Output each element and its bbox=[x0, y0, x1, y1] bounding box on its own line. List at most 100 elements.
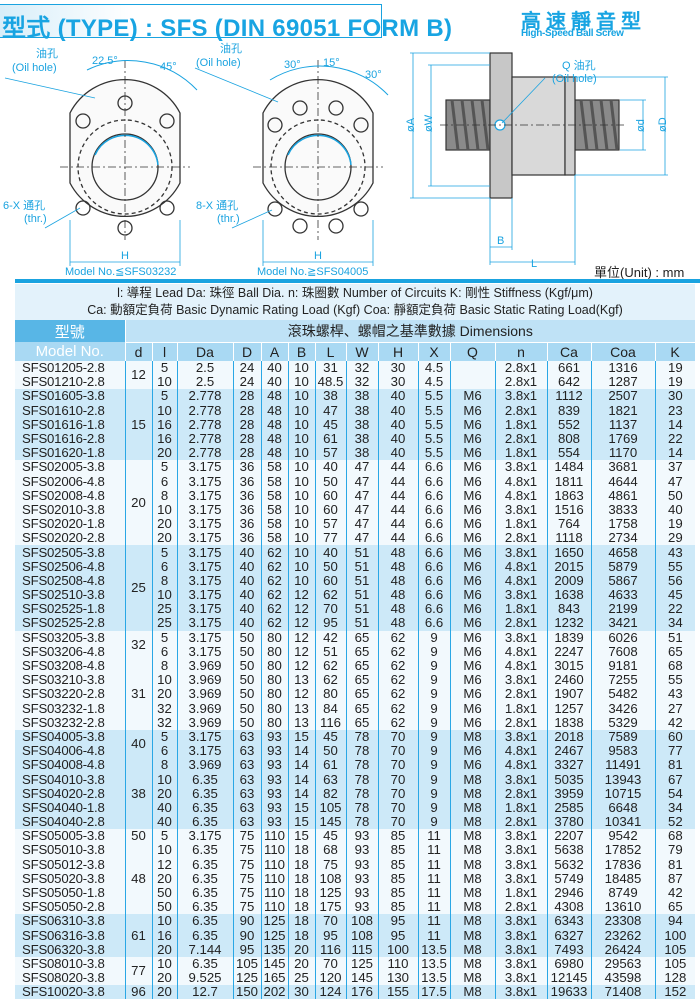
column-header-w: W bbox=[346, 342, 379, 361]
cell-k: 105 bbox=[654, 942, 696, 957]
cell-b: 14 bbox=[287, 786, 315, 801]
cell-l: 40 bbox=[314, 545, 346, 560]
cell-h: 48 bbox=[377, 588, 418, 603]
model-number: SFS02008-4.8 bbox=[15, 488, 125, 503]
cell-n: 2.8x1 bbox=[494, 715, 547, 730]
cell-d: 40 bbox=[232, 588, 261, 603]
cell-ca: 12145 bbox=[546, 971, 591, 986]
cell-a: 93 bbox=[260, 758, 288, 773]
cell-x: 9 bbox=[417, 715, 450, 730]
cell-w: 51 bbox=[345, 616, 378, 631]
cell-k: 94 bbox=[654, 914, 696, 929]
cell-l: 61 bbox=[314, 758, 346, 773]
cell-d: 63 bbox=[232, 800, 261, 815]
model-number: SFS04005-3.8 bbox=[15, 729, 125, 745]
cell-n: 3.8x1 bbox=[494, 588, 547, 603]
cell-d: 48 bbox=[124, 843, 152, 915]
cell-a: 135 bbox=[260, 942, 288, 957]
cell-ca: 6327 bbox=[546, 928, 591, 943]
cell-l: 20 bbox=[151, 446, 177, 461]
cell-coa: 3833 bbox=[590, 502, 655, 518]
cell-d: 24 bbox=[232, 361, 261, 376]
cell-h: 62 bbox=[377, 715, 418, 730]
ball-nut-side-view bbox=[410, 52, 668, 265]
cell-a: 80 bbox=[260, 630, 288, 645]
table-row: SFS01210-2.8 10 2.5 24 40 10 48.5 32 30 4.5 2.8x1 6… bbox=[15, 375, 696, 390]
cell-ca: 3015 bbox=[546, 658, 591, 674]
cell-x: 13.5 bbox=[417, 942, 450, 957]
cell-a: 80 bbox=[260, 701, 288, 716]
column-header-da: Da bbox=[177, 342, 234, 361]
cell-h: 70 bbox=[377, 815, 418, 830]
cell-k: 14 bbox=[654, 446, 696, 461]
cell-l: 5 bbox=[151, 361, 177, 376]
cell-d: 20 bbox=[124, 460, 152, 546]
table-row: SFS03205-3.8 32 5 3.175 50 80 12 42 65 62 9 M6 3.8x1… bbox=[15, 630, 696, 659]
cell-h: 70 bbox=[377, 744, 418, 759]
cell-d: 50 bbox=[232, 715, 261, 730]
model-number: SFS04006-4.8 bbox=[15, 744, 125, 759]
cell-coa: 1316 bbox=[590, 361, 655, 376]
cell-ca: 2247 bbox=[546, 644, 591, 659]
model-number: SFS02510-3.8 bbox=[15, 588, 125, 603]
cell-x: 11 bbox=[417, 871, 450, 886]
cell-ca: 5632 bbox=[546, 857, 591, 872]
cell-da: 3.175 bbox=[176, 602, 233, 617]
cell-l: 40 bbox=[314, 460, 346, 475]
cell-a: 40 bbox=[260, 375, 288, 390]
model-number: SFS03232-1.8 bbox=[15, 701, 125, 716]
cell-n: 3.8x1 bbox=[494, 673, 547, 688]
cell-q: M6 bbox=[449, 559, 495, 574]
dimension-b-label: B bbox=[497, 235, 504, 247]
cell-l: 5 bbox=[151, 389, 177, 404]
table-row: SFS02508-4.8 8 3.175 40 62 10 60 51 48 6.6 M6 4.8x1… bbox=[15, 573, 696, 588]
cell-da: 6.35 bbox=[176, 800, 233, 815]
table-row: SFS01205-2.8 12 5 2.5 24 40 10 31 32 30 4.5 2.8x1 66… bbox=[15, 361, 696, 390]
angle-label: 30° bbox=[365, 69, 382, 81]
cell-h: 130 bbox=[377, 971, 418, 986]
cell-d: 40 bbox=[232, 559, 261, 574]
cell-l: 47 bbox=[314, 403, 346, 418]
cell-k: 52 bbox=[654, 815, 696, 830]
cell-d: 28 bbox=[232, 446, 261, 461]
cell-coa: 7255 bbox=[590, 673, 655, 688]
cell-b: 18 bbox=[287, 928, 315, 943]
flange-drawing-8-hole bbox=[194, 60, 389, 266]
cell-l: 84 bbox=[314, 701, 346, 716]
cell-b: 13 bbox=[287, 673, 315, 688]
cell-l: 32 bbox=[151, 715, 177, 730]
cell-h: 62 bbox=[377, 644, 418, 659]
table-row: SFS03220-2.8 20 3.969 50 80 12 80 65 62 9 M6 2.8x1 1… bbox=[15, 687, 696, 702]
cell-a: 62 bbox=[260, 545, 288, 560]
cell-d: 150 bbox=[232, 985, 261, 999]
cell-n: 2.8x1 bbox=[494, 403, 547, 418]
table-row: SFS05012-3.8 12 6.35 75 110 18 75 93 85 11 M8 3.8x1… bbox=[15, 857, 696, 872]
cell-n: 3.8x1 bbox=[494, 942, 547, 957]
cell-n: 4.8x1 bbox=[494, 559, 547, 574]
cell-ca: 1863 bbox=[546, 488, 591, 503]
table-row: SFS03232-2.8 32 3.969 50 80 13 116 65 62 9 M6 2.8x1… bbox=[15, 715, 696, 730]
cell-n: 3.8x1 bbox=[494, 460, 547, 475]
cell-da: 6.35 bbox=[176, 914, 233, 929]
cell-q: M6 bbox=[449, 602, 495, 617]
cell-w: 93 bbox=[345, 829, 378, 844]
model-number: SFS04020-2.8 bbox=[15, 786, 125, 801]
cell-l: 45 bbox=[314, 729, 346, 745]
cell-q: M6 bbox=[449, 460, 495, 475]
cell-l: 20 bbox=[151, 517, 177, 532]
cell-l: 31 bbox=[314, 361, 346, 376]
cell-q: M6 bbox=[449, 630, 495, 645]
cell-l: 25 bbox=[151, 602, 177, 617]
cell-h: 62 bbox=[377, 630, 418, 645]
cell-b: 10 bbox=[287, 559, 315, 574]
cell-x: 17.5 bbox=[417, 985, 450, 999]
cell-b: 10 bbox=[287, 361, 315, 376]
model-number: SFS08010-3.8 bbox=[15, 956, 125, 972]
cell-q: M6 bbox=[449, 531, 495, 546]
cell-b: 13 bbox=[287, 701, 315, 716]
cell-d: 75 bbox=[232, 871, 261, 886]
table-row: SFS06316-3.8 16 6.35 90 125 18 95 108 95 11 M8 3.8x… bbox=[15, 928, 696, 943]
cell-coa: 5329 bbox=[590, 715, 655, 730]
cell-coa: 1137 bbox=[590, 417, 655, 432]
cell-n: 2.8x1 bbox=[494, 361, 547, 376]
